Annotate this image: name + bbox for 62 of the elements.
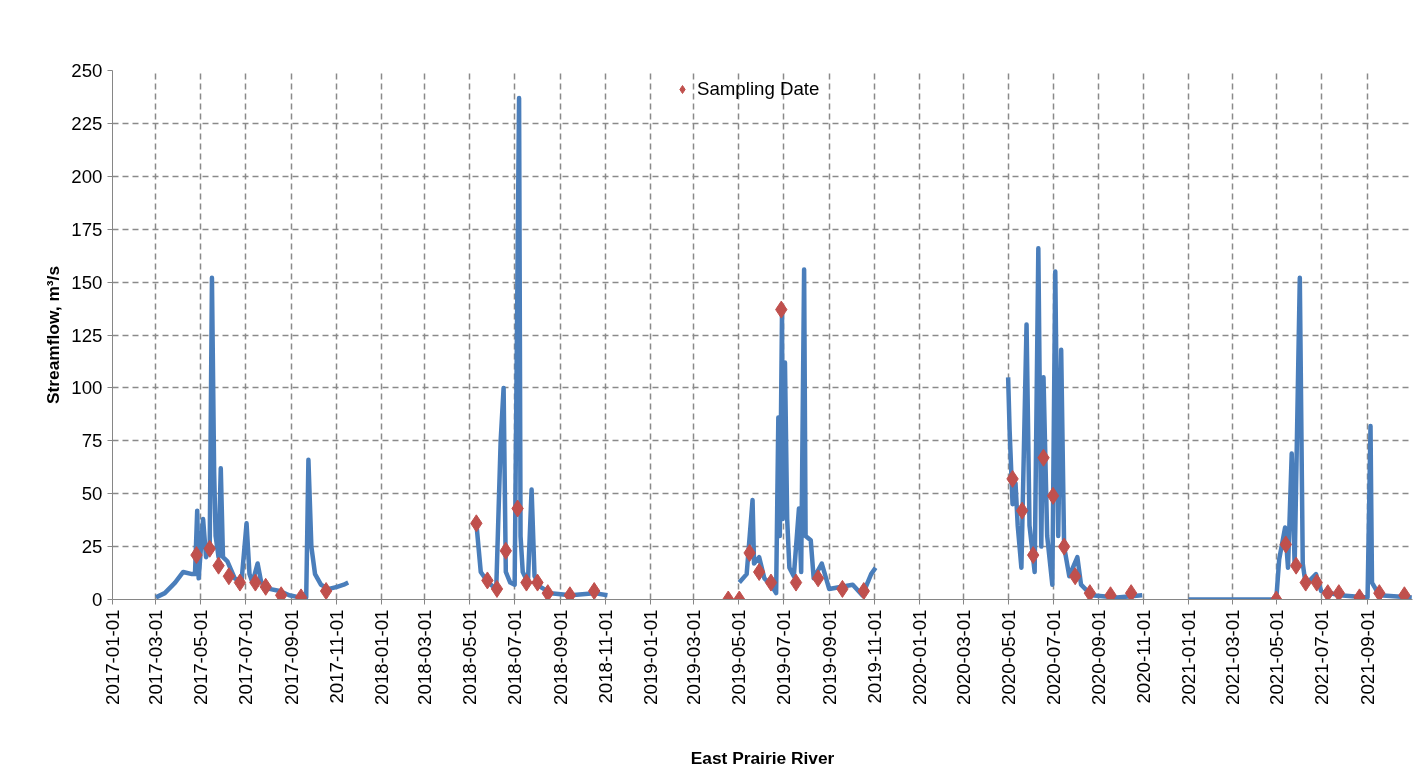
x-tick-label: 2017-09-01 xyxy=(280,609,302,705)
y-tick-label: 50 xyxy=(81,483,103,505)
x-axis-title: East Prairie River xyxy=(690,747,835,768)
x-tick-label: 2021-01-01 xyxy=(1178,609,1200,705)
x-tick-label: 2020-05-01 xyxy=(997,609,1019,705)
y-tick-label: 0 xyxy=(92,589,103,610)
x-tick-label: 2017-03-01 xyxy=(145,609,167,705)
point xyxy=(764,573,778,592)
x-tick-label: 2020-11-01 xyxy=(1133,609,1155,704)
y-tick-label: 200 xyxy=(71,165,103,187)
x-tick-label: 2017-11-01 xyxy=(325,609,347,704)
point xyxy=(1321,584,1334,600)
y-tick-label: 225 xyxy=(71,112,103,134)
x-tick-label: 2017-07-01 xyxy=(235,609,257,705)
x-tick-label: 2019-03-01 xyxy=(683,609,705,705)
x-tick-label: 2021-05-01 xyxy=(1266,609,1288,705)
x-tick-label: 2020-01-01 xyxy=(908,609,930,705)
point xyxy=(1332,584,1346,600)
x-tick-label: 2018-09-01 xyxy=(549,609,571,705)
point xyxy=(490,579,504,598)
point xyxy=(789,573,803,592)
point xyxy=(222,567,236,586)
y-tick-label: 175 xyxy=(71,218,103,240)
y-tick-label: 25 xyxy=(81,536,103,558)
x-tick-label: 2020-09-01 xyxy=(1088,609,1110,705)
x-tick-label: 2019-01-01 xyxy=(639,609,661,705)
point xyxy=(1124,584,1138,600)
x-tick-label: 2021-09-01 xyxy=(1357,609,1379,705)
x-tick-label: 2019-05-01 xyxy=(728,609,750,705)
x-tick-label: 2018-03-01 xyxy=(414,609,436,705)
x-tick-label: 2019-09-01 xyxy=(818,609,840,705)
point xyxy=(541,584,554,600)
point xyxy=(1083,584,1097,600)
x-tick-label: 2019-07-01 xyxy=(772,609,794,705)
point xyxy=(1373,584,1386,600)
y-axis-title: Streamflow, m³/s xyxy=(43,265,64,405)
point xyxy=(319,582,333,600)
point xyxy=(1289,556,1303,575)
point xyxy=(588,582,601,600)
x-tick-label: 2020-03-01 xyxy=(952,609,974,705)
x-tick-label: 2017-05-01 xyxy=(190,609,212,705)
x-tick-label: 2021-07-01 xyxy=(1311,609,1333,705)
y-tick-label: 125 xyxy=(71,324,103,346)
y-tick-label: 100 xyxy=(71,377,103,399)
x-tick-label: 2018-07-01 xyxy=(504,609,526,705)
y-tick-label: 250 xyxy=(71,60,103,81)
x-tick-label: 2017-01-01 xyxy=(102,609,123,705)
point xyxy=(1057,537,1071,556)
point xyxy=(1046,486,1060,505)
legend-label: Sampling Date xyxy=(697,78,820,100)
point xyxy=(811,569,825,588)
x-tick-label: 2020-07-01 xyxy=(1042,609,1064,705)
y-tick-label: 150 xyxy=(71,271,103,293)
x-tick-label: 2018-01-01 xyxy=(370,609,392,705)
x-tick-label: 2018-05-01 xyxy=(459,609,481,705)
x-tick-label: 2021-03-01 xyxy=(1221,609,1243,705)
y-tick-label: 75 xyxy=(81,430,103,452)
x-tick-label: 2019-11-01 xyxy=(863,609,885,704)
point xyxy=(1015,501,1029,520)
point xyxy=(233,573,247,592)
x-tick-label: 2018-11-01 xyxy=(594,609,616,704)
point xyxy=(857,582,870,600)
